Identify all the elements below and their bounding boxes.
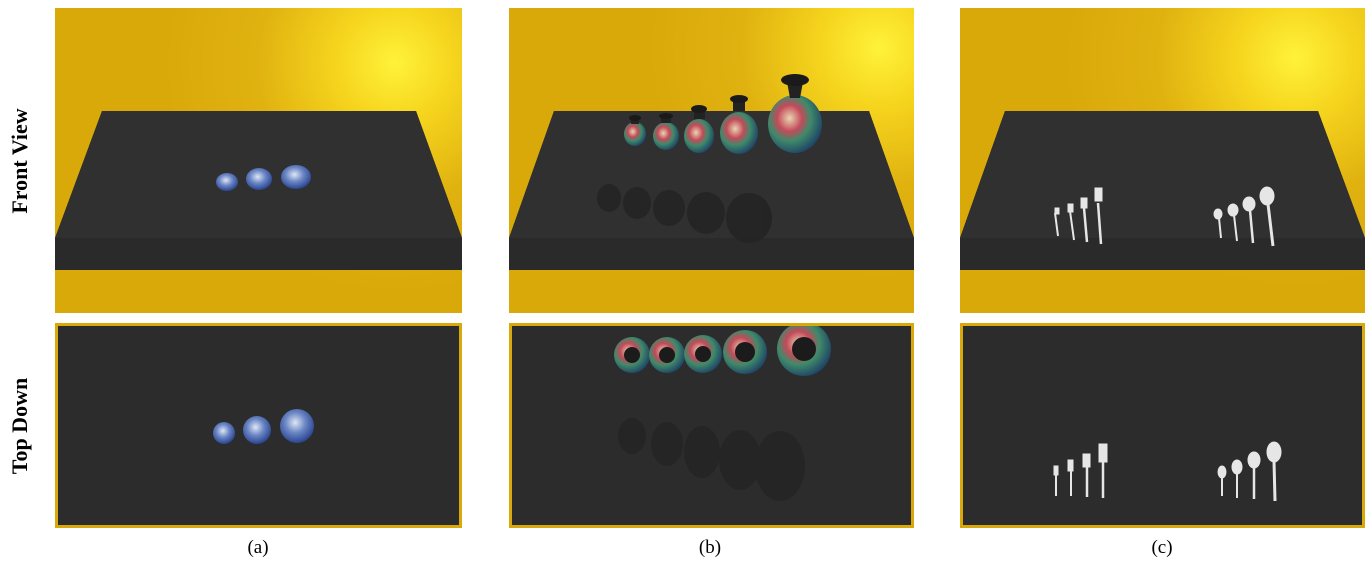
panel-c-top-down (960, 323, 1365, 528)
spoon (1227, 203, 1239, 242)
column-label-a: (a) (247, 537, 269, 558)
scene-vases-front (509, 8, 914, 313)
vase (684, 335, 722, 373)
vase (624, 115, 646, 146)
fork (1067, 459, 1074, 496)
panel-a-front-view (55, 8, 462, 313)
spoon (1242, 196, 1256, 244)
spoon (1266, 441, 1282, 502)
fork (1053, 465, 1059, 496)
vase (653, 113, 679, 150)
vase (768, 74, 822, 153)
scene-cutlery-front (960, 8, 1365, 313)
scene-vases-top (614, 326, 831, 501)
spoon (1217, 465, 1227, 496)
vase (723, 330, 767, 374)
fork (1098, 443, 1108, 498)
column-label-c: (c) (1151, 537, 1173, 558)
spoon (1213, 208, 1223, 239)
plate (213, 422, 235, 444)
vase (777, 326, 831, 376)
row-label-top-down: Top Down (7, 377, 32, 475)
fork (1067, 203, 1075, 241)
scene-plates-front (55, 8, 462, 313)
scene-cutlery-top (1053, 441, 1282, 502)
spoon (1259, 186, 1275, 247)
panel-a-top-down (55, 323, 462, 528)
panel-c-front-view (960, 8, 1365, 313)
scene-plates-top (213, 409, 314, 444)
plate (281, 165, 311, 189)
panel-b-top-down (509, 323, 914, 528)
fork (1082, 453, 1091, 497)
plate (216, 173, 238, 191)
fork (1094, 187, 1103, 245)
spoon (1247, 451, 1261, 499)
plate (280, 409, 314, 443)
vase (614, 337, 650, 373)
row-label-front-view: Front View (7, 108, 32, 214)
plate (246, 168, 272, 190)
vase-row (614, 326, 831, 376)
fork (1054, 207, 1060, 237)
panel-b-front-view (509, 8, 914, 313)
vase (649, 337, 685, 373)
vase (684, 105, 714, 153)
vase (720, 95, 758, 154)
column-label-b: (b) (698, 537, 722, 558)
fork (1080, 197, 1089, 243)
spoon (1231, 459, 1243, 498)
plate (243, 416, 271, 444)
